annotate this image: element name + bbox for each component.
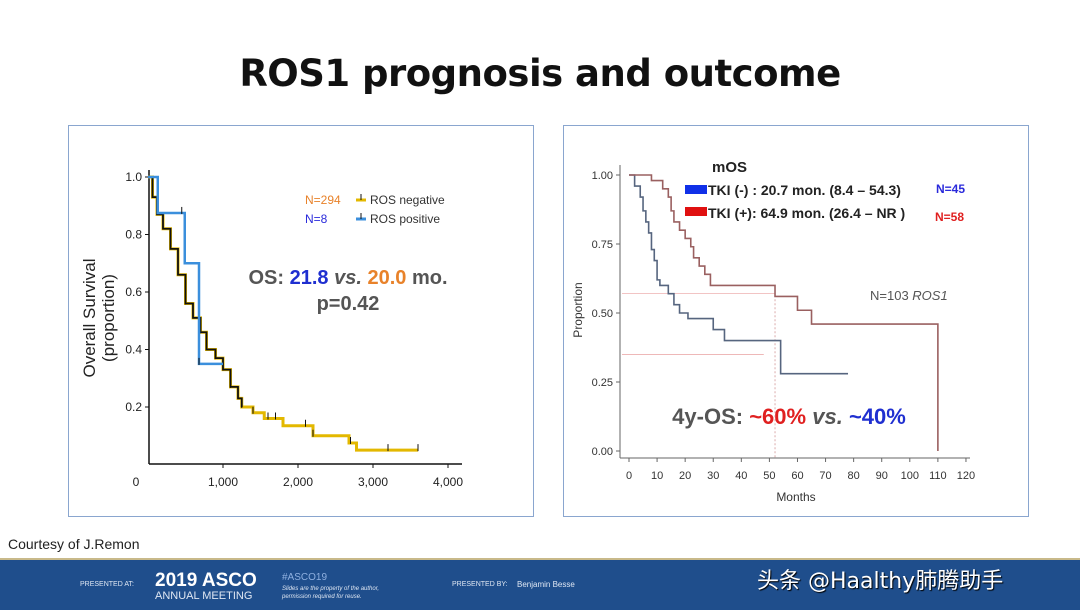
legend-label-tki-pos: TKI (+): 64.9 mon. (26.4 – NR ) [708,205,905,221]
hashtag: #ASCO19 [282,572,328,583]
disclaimer-line-1: Slides are the property of the author, [282,586,380,592]
asco-logo: 2019 ASCO [155,570,257,591]
legend-label-tki-neg: TKI (-) : 20.7 mon. (8.4 – 54.3) [708,182,901,198]
footer-bar: PRESENTED AT: 2019 ASCO ANNUAL MEETING #… [0,558,1080,610]
right-x-tick-label: 40 [735,470,747,482]
left-y-tick-label: 0.2 [125,400,142,414]
series-ros-positive [148,175,223,366]
right-x-tick-label: 20 [679,470,691,482]
right-x-tick-label: 100 [901,470,919,482]
series-tki-positive [629,174,939,451]
four-year-os-annotation: 4y-OS: ~60% vs. ~40% [672,404,906,429]
right-y-tick-label: 1.00 [592,170,613,182]
right-x-tick-label: 120 [957,470,975,482]
n-ros1-note: N=103 ROS1 [870,288,948,303]
left-y-tick-label: 1.0 [125,170,142,184]
presented-by-label: PRESENTED BY: [452,581,508,588]
right-x-axis-label: Months [776,490,815,504]
disclaimer-line-2: permission required for reuse. [282,594,362,600]
p-value: p=0.42 [317,293,380,315]
presenter-name: Benjamin Besse [517,580,575,589]
os-annotation: OS: 21.8 vs. 20.0 mo. [248,267,447,289]
right-x-tick-label: 50 [763,470,775,482]
right-chart-panel [563,125,1029,517]
series-tki-negative [629,174,849,375]
right-y-axis-label: Proportion [571,282,585,337]
left-x-tick-label: 3,000 [358,475,388,489]
right-y-tick-label: 0.00 [592,446,613,458]
right-chart: Proportion Months mOS TKI (-) : 20.7 mon… [571,159,965,504]
left-y-tick-label: 0.6 [125,285,142,299]
charts-canvas: Overall Survival(proportion) N=294 N=8 R… [80,159,975,504]
left-x-tick-label: 2,000 [283,475,313,489]
slide-title: ROS1 prognosis and outcome [239,52,841,95]
left-y-tick-label: 0.8 [125,228,142,242]
presented-at-label: PRESENTED AT: [80,581,134,588]
watermark: 头条 @Haalthy肺腾助手 [757,569,1004,594]
right-y-tick-label: 0.50 [592,308,613,320]
left-x-tick-label: 4,000 [433,475,463,489]
right-x-tick-label: 30 [707,470,719,482]
right-x-tick-label: 60 [791,470,803,482]
legend-title-mos: mOS [712,159,747,176]
left-x-tick-label: 1,000 [208,475,238,489]
legend-swatch-tki-positive [685,207,707,216]
legend-label-ros-positive: ROS positive [370,212,440,226]
right-x-tick-label: 10 [651,470,663,482]
annual-meeting-label: ANNUAL MEETING [155,590,253,602]
legend-swatch-tki-negative [685,185,707,194]
courtesy-note: Courtesy of J.Remon [8,536,140,552]
right-x-tick-label: 80 [848,470,860,482]
legend-n-tki-pos: N=58 [935,210,964,224]
left-y-axis-label: Overall Survival(proportion) [80,258,118,377]
right-x-tick-label: 110 [929,470,947,482]
right-y-tick-label: 0.25 [592,377,613,389]
left-y-tick-label: 0.4 [125,343,142,357]
right-y-tick-label: 0.75 [592,239,613,251]
legend-n-ros-negative: N=294 [305,193,341,207]
left-chart: Overall Survival(proportion) N=294 N=8 R… [80,193,448,378]
legend-n-ros-positive: N=8 [305,212,328,226]
left-chart-panel [68,125,534,517]
right-x-tick-label: 70 [819,470,831,482]
left-x-tick-label: 0 [133,475,140,489]
series-ros-negative-overlay [148,176,243,407]
right-x-tick-label: 0 [626,470,632,482]
right-x-tick-label: 90 [876,470,888,482]
legend-n-tki-neg: N=45 [936,182,965,196]
legend-label-ros-negative: ROS negative [370,193,445,207]
